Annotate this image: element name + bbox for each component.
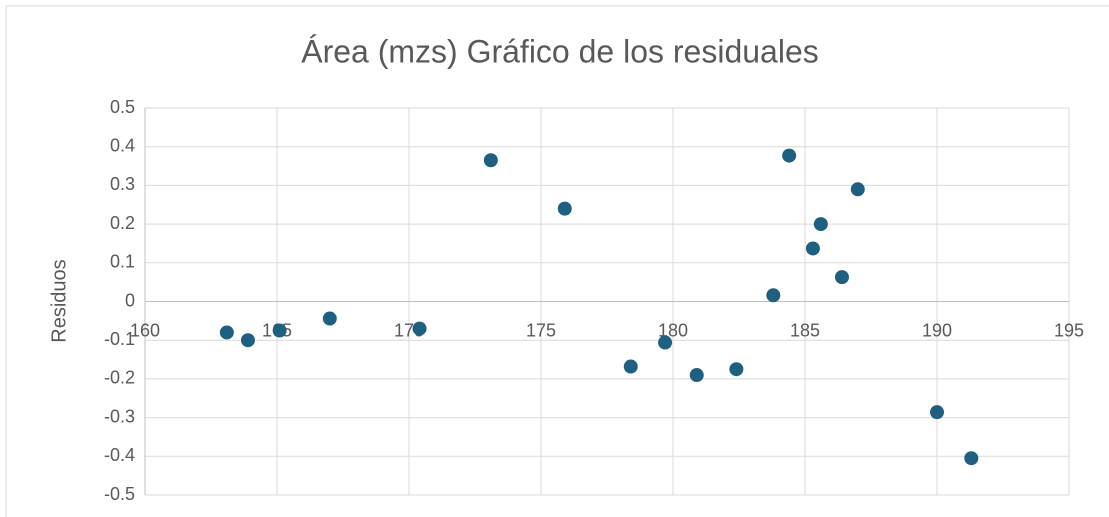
point xyxy=(766,288,781,303)
point xyxy=(272,323,287,338)
point xyxy=(930,405,944,420)
y-tick-label: -0.3 xyxy=(104,406,135,426)
point xyxy=(322,311,337,326)
tick-labels: -0.5 -0.4 -0.3 -0.2 -0.1 0 0.1 0.2 0.3 0.4 0.5 160 1… xyxy=(104,97,1084,504)
point xyxy=(729,362,744,377)
y-tick-label: 0.5 xyxy=(110,97,135,117)
y-tick-label: 0 xyxy=(125,290,135,310)
point xyxy=(240,333,255,348)
grid xyxy=(144,107,1070,496)
y-tick-label: -0.1 xyxy=(104,329,135,349)
point xyxy=(412,321,427,336)
points xyxy=(219,148,979,466)
x-tick-label: 195 xyxy=(1054,320,1084,340)
y-tick-label: -0.2 xyxy=(104,368,135,388)
y-tick-label: 0.1 xyxy=(110,252,135,272)
point xyxy=(805,241,820,256)
y-tick-label: -0.5 xyxy=(104,484,135,504)
point xyxy=(834,270,849,285)
x-tick-label: 160 xyxy=(130,320,160,340)
point xyxy=(782,148,797,163)
point xyxy=(689,368,704,383)
y-axis-label: Residuos xyxy=(48,259,70,342)
point xyxy=(658,335,673,350)
y-tick-label: 0.2 xyxy=(110,213,135,233)
x-tick-label: 180 xyxy=(658,320,688,340)
point xyxy=(557,201,572,216)
x-tick-label: 175 xyxy=(526,320,556,340)
point xyxy=(964,451,979,466)
point xyxy=(483,153,498,168)
point xyxy=(850,182,865,197)
y-tick-label: 0.4 xyxy=(110,135,135,155)
chart-title: Área (mzs) Gráfico de los residuales xyxy=(301,33,819,69)
x-tick-label: 185 xyxy=(790,320,820,340)
y-tick-label: 0.3 xyxy=(110,174,135,194)
point xyxy=(623,359,638,374)
point xyxy=(813,217,828,232)
x-tick-label: 190 xyxy=(922,320,952,340)
y-tick-label: -0.4 xyxy=(104,445,135,465)
point xyxy=(219,325,234,340)
